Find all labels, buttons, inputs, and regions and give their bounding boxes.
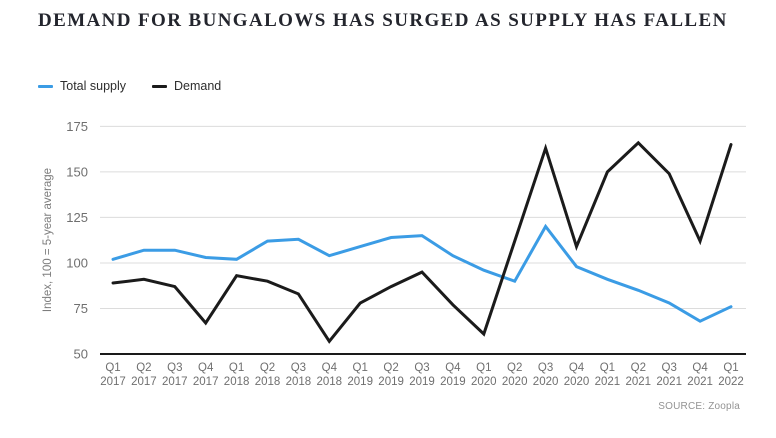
x-tick-quarter-10: Q3 <box>414 362 429 374</box>
x-tick-quarter-5: Q2 <box>260 362 275 374</box>
x-tick-year-8: 2019 <box>347 376 373 388</box>
legend-label-demand: Demand <box>174 79 222 93</box>
y-tick-label-125: 125 <box>66 210 88 225</box>
source-credit: SOURCE: Zoopla <box>658 401 740 412</box>
x-tick-year-4: 2018 <box>224 376 250 388</box>
legend-label-total-supply: Total supply <box>60 79 127 93</box>
x-tick-year-9: 2019 <box>378 376 404 388</box>
legend-item-total-supply: Total supply <box>38 79 126 93</box>
x-tick-quarter-2: Q3 <box>167 362 182 374</box>
x-tick-quarter-16: Q1 <box>600 362 615 374</box>
x-tick-quarter-0: Q1 <box>105 362 120 374</box>
x-tick-quarter-9: Q2 <box>383 362 398 374</box>
x-tick-quarter-8: Q1 <box>353 362 368 374</box>
x-tick-quarter-19: Q4 <box>692 362 708 374</box>
series-line-total-supply <box>111 223 733 323</box>
x-tick-year-6: 2018 <box>286 376 312 388</box>
x-tick-quarter-3: Q4 <box>198 362 214 374</box>
chart-legend: Total supply Demand <box>38 79 221 93</box>
x-tick-year-10: 2019 <box>409 376 435 388</box>
x-tick-quarter-18: Q3 <box>662 362 677 374</box>
x-tick-quarter-1: Q2 <box>136 362 151 374</box>
x-tick-quarter-12: Q1 <box>476 362 491 374</box>
x-tick-quarter-20: Q1 <box>723 362 738 374</box>
x-tick-year-11: 2019 <box>440 376 466 388</box>
y-tick-label-75: 75 <box>74 301 88 316</box>
x-tick-quarter-4: Q1 <box>229 362 244 374</box>
series-line-demand <box>111 140 733 344</box>
x-tick-year-15: 2020 <box>564 376 590 388</box>
x-tick-year-3: 2017 <box>193 376 219 388</box>
demand-line-swatch-icon <box>152 84 168 88</box>
x-tick-year-19: 2021 <box>687 376 713 388</box>
supply-line-swatch-icon <box>38 84 53 88</box>
y-tick-label-175: 175 <box>66 119 88 134</box>
x-tick-year-13: 2020 <box>502 376 528 388</box>
x-tick-quarter-13: Q2 <box>507 362 522 374</box>
x-tick-year-16: 2021 <box>595 376 621 388</box>
y-tick-label-50: 50 <box>74 347 88 362</box>
x-tick-year-0: 2017 <box>100 376 126 388</box>
x-tick-year-2: 2017 <box>162 376 188 388</box>
x-tick-year-18: 2021 <box>656 376 682 388</box>
x-tick-quarter-14: Q3 <box>538 362 553 374</box>
x-tick-quarter-7: Q4 <box>322 362 338 374</box>
x-tick-year-5: 2018 <box>255 376 281 388</box>
y-tick-label-150: 150 <box>66 164 88 179</box>
chart-title: DEMAND FOR BUNGALOWS HAS SURGED AS SUPPL… <box>38 10 728 31</box>
x-tick-year-12: 2020 <box>471 376 497 388</box>
x-tick-quarter-15: Q4 <box>569 362 585 374</box>
x-tick-year-7: 2018 <box>317 376 343 388</box>
legend-item-demand: Demand <box>152 79 221 93</box>
x-tick-quarter-17: Q2 <box>631 362 646 374</box>
x-tick-year-20: 2022 <box>718 376 744 388</box>
x-tick-quarter-6: Q3 <box>291 362 306 374</box>
x-tick-year-17: 2021 <box>626 376 652 388</box>
x-tick-year-1: 2017 <box>131 376 157 388</box>
x-tick-year-14: 2020 <box>533 376 559 388</box>
y-tick-label-100: 100 <box>66 256 88 271</box>
x-tick-quarter-11: Q4 <box>445 362 461 374</box>
